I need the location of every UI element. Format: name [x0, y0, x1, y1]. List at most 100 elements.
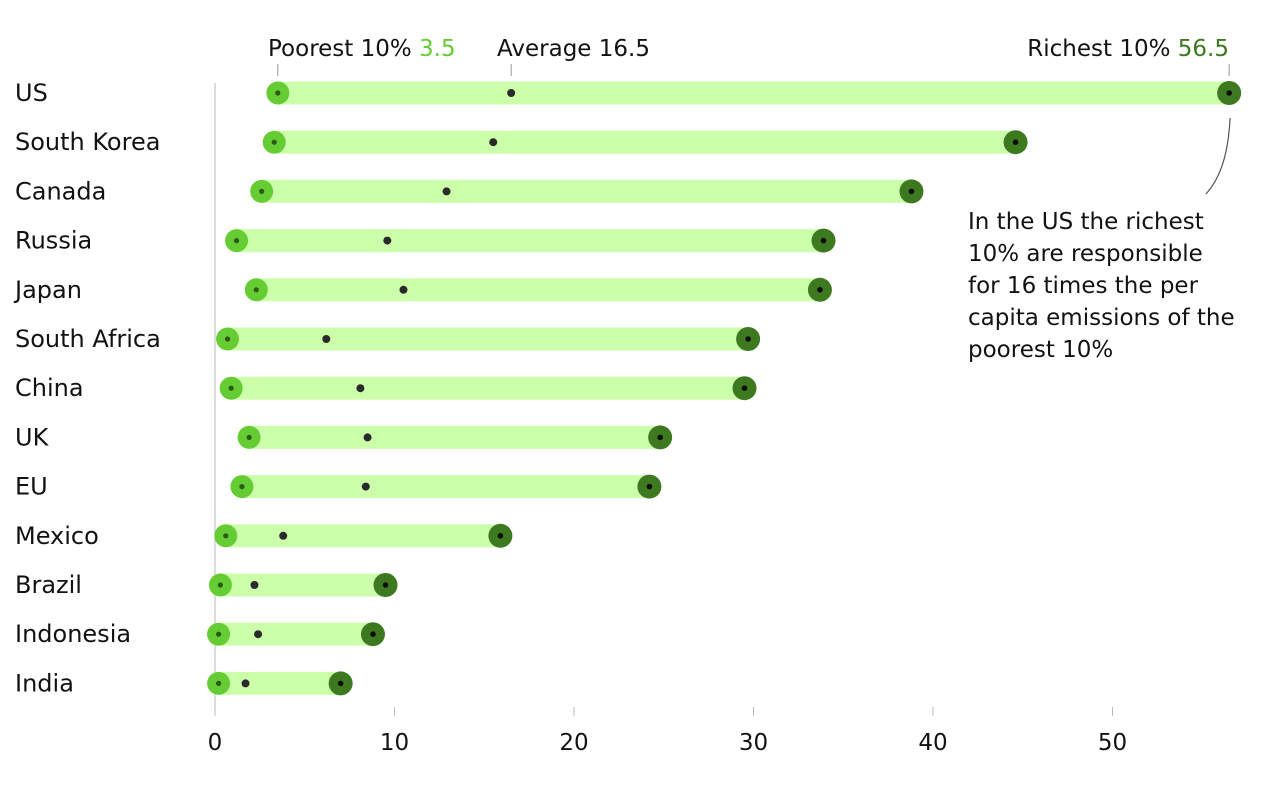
x-tick-label: 50 — [1098, 730, 1127, 756]
country-label: India — [15, 669, 74, 697]
average-dot — [442, 187, 451, 196]
richest-dot-center — [817, 287, 823, 293]
poorest-dot-center — [224, 336, 231, 342]
poorest-dot-center — [215, 631, 222, 637]
chart-row: India — [15, 669, 353, 697]
x-tick-label: 10 — [380, 730, 409, 756]
country-label: China — [15, 374, 84, 402]
country-label: Russia — [15, 227, 92, 255]
chart-rows: US South Korea Canada Russia Japan South Afri… — [13, 79, 1242, 697]
country-label: US — [15, 79, 48, 107]
richest-dot-center — [370, 631, 376, 637]
chart-row: US — [15, 79, 1242, 107]
richest-dot-center — [745, 336, 751, 342]
country-label: Indonesia — [15, 620, 131, 648]
chart-row: China — [15, 374, 757, 402]
chart-row: Canada — [15, 177, 924, 205]
header-richest-label: Richest 10% — [1027, 36, 1170, 62]
range-bar — [277, 81, 1230, 105]
chart-row: Indonesia — [15, 620, 385, 648]
x-tick-label: 40 — [918, 730, 947, 756]
annotation-line-2: 10% are responsible — [968, 241, 1203, 267]
poorest-dot-center — [217, 582, 223, 588]
header-poorest: Poorest 10% 3.5 — [268, 36, 456, 62]
header-poorest-label: Poorest 10% — [268, 36, 412, 62]
range-bar — [220, 573, 386, 597]
richest-dot-center — [908, 188, 915, 195]
average-dot — [356, 384, 365, 393]
range-bar — [225, 524, 501, 548]
range-bar — [256, 278, 820, 302]
average-dot — [399, 285, 408, 294]
axis-layer: 0 10 20 30 40 50 — [208, 83, 1127, 756]
poorest-dot-center — [223, 533, 229, 539]
x-tick-label: 0 — [208, 730, 223, 756]
richest-dot-center — [646, 483, 653, 490]
chart-row: South Africa — [15, 325, 761, 353]
chart-row: EU — [15, 473, 662, 501]
header-average-value: 16.5 — [599, 36, 650, 62]
range-bar — [241, 475, 650, 499]
annotation-line-1: In the US the richest — [968, 209, 1204, 235]
country-label: Brazil — [15, 571, 82, 599]
chart-row: UK — [15, 423, 673, 451]
richest-dot-center — [820, 237, 827, 244]
x-tick-label: 30 — [739, 730, 768, 756]
header-richest-value: 56.5 — [1178, 36, 1229, 62]
header-richest: Richest 10% 56.5 — [1027, 36, 1229, 62]
country-label: UK — [15, 423, 50, 451]
x-tick-label: 20 — [559, 730, 588, 756]
annotation-line-3: for 16 times the per — [968, 273, 1199, 299]
chart-header: Poorest 10% 3.5 Average 16.5 Richest 10%… — [268, 36, 1230, 76]
richest-dot-center — [657, 434, 663, 441]
range-bar — [218, 671, 341, 695]
annotation-line-5: poorest 10% — [968, 337, 1113, 363]
poorest-dot-center — [233, 238, 240, 244]
range-bar — [227, 327, 749, 351]
annotation-line-4: capita emissions of the — [968, 305, 1235, 331]
poorest-dot-center — [215, 680, 222, 687]
country-label: Canada — [15, 177, 106, 205]
poorest-dot-center — [239, 484, 245, 490]
chart-row: Mexico — [15, 522, 513, 550]
range-bar — [231, 376, 745, 400]
poorest-dot-center — [271, 139, 277, 145]
range-bar — [261, 179, 912, 203]
richest-dot-center — [497, 533, 504, 539]
richest-dot-center — [741, 385, 748, 392]
average-dot — [489, 138, 498, 147]
richest-dot-center — [1012, 139, 1019, 145]
annotation: In the US the richest 10% are responsibl… — [968, 117, 1235, 363]
annotation-leader-line — [1205, 117, 1231, 195]
poorest-dot-center — [246, 434, 252, 440]
chart-row: Japan — [13, 276, 832, 304]
chart-row: South Korea — [15, 128, 1028, 156]
header-average-label: Average — [497, 36, 591, 62]
poorest-dot-center — [259, 188, 265, 194]
range-bar — [218, 622, 373, 646]
poorest-dot-center — [253, 287, 259, 293]
country-label: South Korea — [15, 128, 160, 156]
poorest-dot-center — [228, 385, 234, 391]
range-bar — [274, 130, 1016, 154]
richest-dot-center — [1226, 90, 1232, 96]
country-label: Japan — [13, 276, 82, 304]
average-dot — [279, 531, 288, 540]
average-dot — [250, 581, 259, 589]
richest-dot-center — [382, 582, 389, 588]
country-label: South Africa — [15, 325, 161, 353]
range-bar — [249, 425, 661, 449]
range-bar — [236, 229, 824, 253]
poorest-dot-center — [275, 90, 281, 96]
chart-row: Brazil — [15, 571, 398, 599]
average-dot — [254, 630, 263, 639]
header-average: Average 16.5 — [497, 36, 650, 62]
country-label: EU — [15, 473, 48, 501]
richest-dot-center — [337, 680, 344, 687]
average-dot — [363, 433, 372, 442]
average-dot — [383, 236, 392, 245]
header-poorest-value: 3.5 — [419, 36, 456, 62]
average-dot — [322, 335, 331, 343]
country-label: Mexico — [15, 522, 99, 550]
